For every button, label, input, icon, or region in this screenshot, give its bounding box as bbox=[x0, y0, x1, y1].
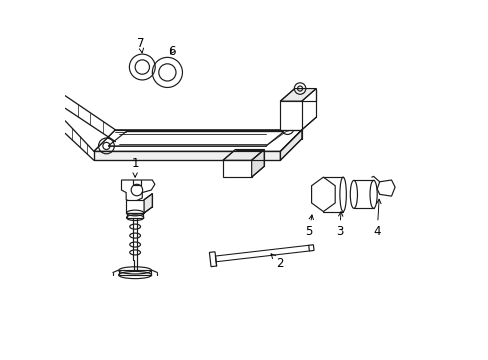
Polygon shape bbox=[223, 160, 251, 177]
Polygon shape bbox=[376, 180, 394, 196]
Ellipse shape bbox=[369, 180, 376, 208]
Polygon shape bbox=[280, 89, 316, 101]
Polygon shape bbox=[119, 270, 151, 275]
Text: 1: 1 bbox=[131, 157, 139, 177]
Text: 3: 3 bbox=[335, 212, 343, 238]
Text: 6: 6 bbox=[168, 45, 176, 58]
Text: 4: 4 bbox=[373, 199, 380, 238]
Polygon shape bbox=[223, 149, 264, 160]
Polygon shape bbox=[121, 180, 155, 202]
Ellipse shape bbox=[349, 180, 357, 208]
Polygon shape bbox=[311, 177, 334, 212]
Polygon shape bbox=[280, 101, 301, 130]
Polygon shape bbox=[94, 151, 280, 160]
Polygon shape bbox=[108, 132, 284, 146]
Polygon shape bbox=[144, 194, 152, 213]
Polygon shape bbox=[94, 130, 301, 151]
Text: 2: 2 bbox=[270, 254, 284, 270]
Polygon shape bbox=[308, 245, 313, 251]
Polygon shape bbox=[127, 213, 142, 218]
Polygon shape bbox=[251, 149, 264, 177]
Text: 7: 7 bbox=[137, 36, 144, 53]
Polygon shape bbox=[209, 252, 216, 267]
Polygon shape bbox=[126, 200, 144, 213]
Polygon shape bbox=[280, 130, 301, 160]
Text: 5: 5 bbox=[305, 215, 313, 238]
